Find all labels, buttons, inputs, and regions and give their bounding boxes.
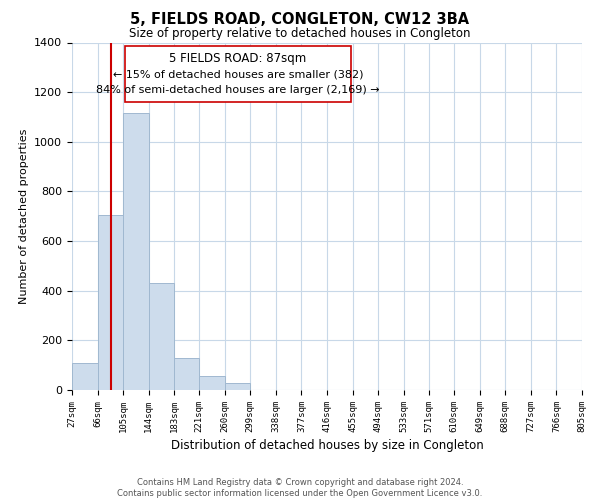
Text: Size of property relative to detached houses in Congleton: Size of property relative to detached ho… — [129, 28, 471, 40]
Bar — [225, 382, 250, 390]
Bar — [149, 284, 174, 390]
Bar — [174, 358, 199, 390]
Bar — [98, 215, 123, 390]
Bar — [123, 113, 149, 390]
Text: Contains HM Land Registry data © Crown copyright and database right 2024.
Contai: Contains HM Land Registry data © Crown c… — [118, 478, 482, 498]
Text: 5, FIELDS ROAD, CONGLETON, CW12 3BA: 5, FIELDS ROAD, CONGLETON, CW12 3BA — [130, 12, 470, 28]
Text: 84% of semi-detached houses are larger (2,169) →: 84% of semi-detached houses are larger (… — [96, 84, 380, 94]
X-axis label: Distribution of detached houses by size in Congleton: Distribution of detached houses by size … — [170, 439, 484, 452]
Bar — [199, 376, 225, 390]
FancyBboxPatch shape — [125, 46, 350, 102]
Bar — [72, 362, 98, 390]
Text: 5 FIELDS ROAD: 87sqm: 5 FIELDS ROAD: 87sqm — [169, 52, 307, 64]
Y-axis label: Number of detached properties: Number of detached properties — [19, 128, 29, 304]
Text: ← 15% of detached houses are smaller (382): ← 15% of detached houses are smaller (38… — [113, 69, 363, 79]
